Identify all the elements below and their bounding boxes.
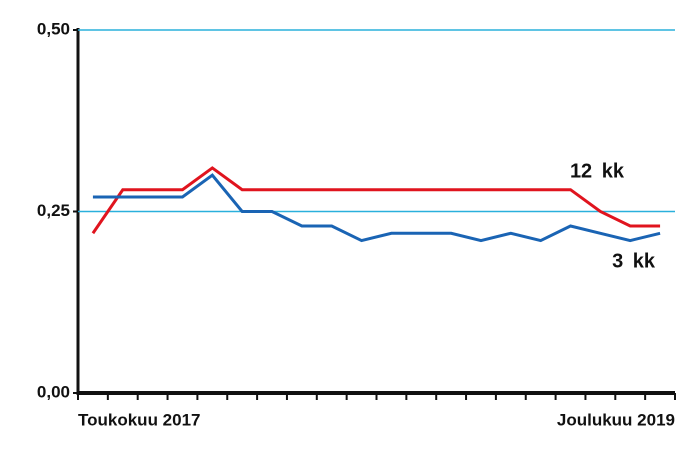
series-label: 3 kk <box>612 250 656 272</box>
y-tick-label: 0,25 <box>37 201 70 220</box>
x-tick-label: Joulukuu 2019 <box>557 410 675 429</box>
line-series <box>92 173 661 243</box>
y-tick-label: 0,00 <box>37 382 70 401</box>
x-tick-label: Toukokuu 2017 <box>78 410 201 429</box>
line-series <box>91 166 661 235</box>
y-tick-label: 0,50 <box>37 19 70 38</box>
series-label: 12 kk <box>570 160 625 182</box>
